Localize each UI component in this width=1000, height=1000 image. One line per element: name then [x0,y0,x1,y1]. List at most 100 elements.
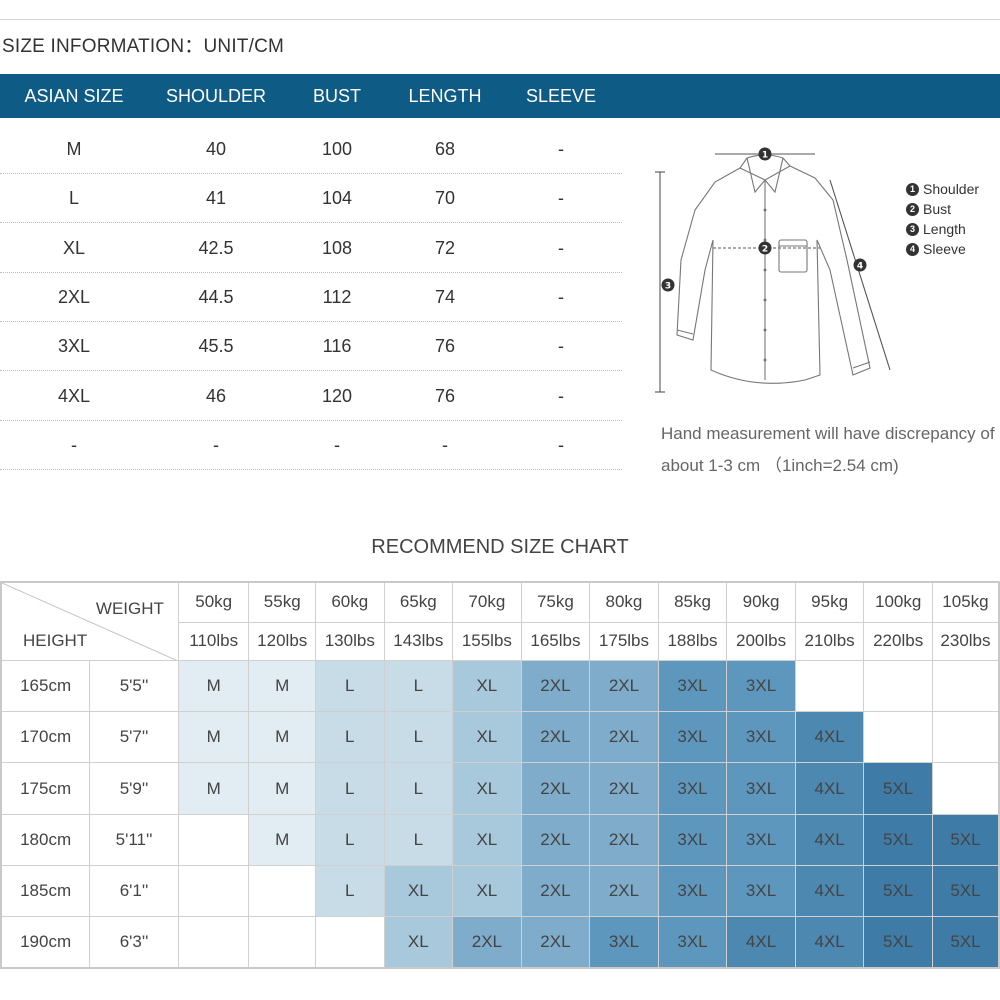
cell-length: 76 [434,336,456,357]
cell-bust: 104 [321,188,353,209]
size-cell: M [177,711,250,764]
weight-lbs-header: 220lbs [863,621,933,661]
size-cell: 4XL [794,916,865,969]
size-cell: 5XL [863,916,933,969]
cell-shoulder: - [213,434,219,455]
height-cm: 175cm [0,762,91,815]
cell-sleeve: - [558,237,564,258]
size-cell: 5XL [931,813,1000,866]
note-line-1: Hand measurement will have discrepancy o… [661,424,995,443]
weight-kg-header: 90kg [726,581,796,623]
weight-kg-header: 105kg [931,581,1000,623]
diagram-legend: 1 Shoulder 2 Bust 3 Length 4 Sleeve [906,179,979,259]
size-cell [177,916,250,969]
size-cell: L [315,711,385,764]
size-table-row: ----- [0,421,622,470]
weight-lbs-header: 130lbs [315,621,385,661]
chart-row: 165cm 5'5'' M M L L XL 2XL 2XL 3XL 3XL [0,659,1000,713]
cell-length: 72 [434,237,456,258]
size-cell: 4XL [794,711,865,764]
size-cell [863,659,933,713]
svg-text:4: 4 [857,262,863,272]
size-cell: XL [452,864,522,918]
legend-label: Shoulder [923,181,980,197]
legend-number-4: 4 [906,242,919,256]
size-cell: 3XL [657,916,728,969]
size-cell: L [315,659,385,713]
height-ft: 5'11'' [89,813,179,866]
cell-bust: 116 [322,336,352,357]
legend-label: Sleeve [923,241,966,257]
cell-sleeve: - [558,139,564,159]
top-divider [0,19,1000,20]
legend-number-2: 2 [906,202,919,216]
size-table-row: XL 42.5 108 72 - [0,224,622,273]
size-cell: 3XL [726,762,796,815]
size-cell: M [177,659,250,713]
size-cell [248,864,316,918]
legend-item-length: 3 Length [906,219,979,239]
weight-kg-header: 65kg [383,581,454,623]
weight-lbs-header: 188lbs [657,621,728,661]
measurement-note: Hand measurement will have discrepancy o… [661,418,996,482]
size-cell [177,864,250,918]
size-table-row: 3XL 45.5 116 76 - [0,322,622,372]
size-cell: 3XL [657,711,728,764]
weight-lbs-header: 200lbs [726,621,796,661]
size-table-row: 4XL 46 120 76 - [0,372,622,421]
weight-label: WEIGHT [95,599,164,618]
size-cell: 5XL [931,864,1000,918]
size-table-row: 2XL 44.5 112 74 - [0,273,622,322]
size-cell [794,659,865,713]
height-ft: 5'7'' [89,711,179,764]
header-length: LENGTH [408,86,482,106]
cell-sleeve: - [558,385,564,406]
size-cell: 5XL [863,864,933,918]
size-cell: 3XL [726,659,796,713]
corner-diagonal [2,583,176,660]
weight-kg-header: 60kg [315,581,385,623]
weight-height-corner: WEIGHT HEIGHT [0,581,179,661]
svg-text:2: 2 [762,245,768,255]
size-table-header: ASIAN SIZE SHOULDER BUST LENGTH SLEEVE [0,74,1000,118]
cell-shoulder: 41 [205,188,227,209]
size-cell: M [248,762,316,815]
cell-shoulder: 40 [205,139,227,159]
legend-item-shoulder: 1 Shoulder [906,179,979,199]
weight-kg-header: 95kg [794,581,865,623]
size-cell: 3XL [726,864,796,918]
cell-bust: 108 [321,237,353,258]
height-ft: 6'3'' [89,916,179,969]
size-cell: 2XL [520,762,591,815]
height-cm: 185cm [0,864,91,918]
chart-row: 190cm 6'3'' XL 2XL 2XL 3XL 3XL 4XL 4XL 5XL 5XL [0,916,1000,969]
size-cell: 4XL [794,864,865,918]
cell-sleeve: - [558,434,564,455]
height-ft: 6'1'' [89,864,179,918]
height-ft: 5'5'' [89,659,179,713]
weight-lbs-header: 143lbs [383,621,454,661]
cell-shoulder: 46 [205,385,227,406]
size-table-row: L 41 104 70 - [0,174,622,224]
size-cell: 2XL [589,864,659,918]
cell-sleeve: - [558,336,564,357]
header-shoulder: SHOULDER [165,86,267,106]
size-cell: 3XL [726,711,796,764]
size-cell: 2XL [520,916,591,969]
size-cell [863,711,933,764]
weight-lbs-header: 155lbs [452,621,522,661]
legend-number-1: 1 [906,182,919,196]
recommend-size-chart: WEIGHT HEIGHT 50kg 55kg 60kg 65kg 70kg 75kg 80… [0,581,1000,969]
weight-lbs-header: 210lbs [794,621,865,661]
size-cell: XL [452,711,522,764]
header-bust: BUST [312,86,361,106]
size-cell: L [315,762,385,815]
size-cell: 5XL [863,813,933,866]
cell-length: - [442,434,448,455]
height-cm: 170cm [0,711,91,764]
chart-row: 170cm 5'7'' M M L L XL 2XL 2XL 3XL 3XL 4XL [0,711,1000,764]
cell-size: M [66,139,82,159]
weight-kg-header: 75kg [520,581,591,623]
size-cell: 3XL [657,762,728,815]
size-cell [931,711,1000,764]
